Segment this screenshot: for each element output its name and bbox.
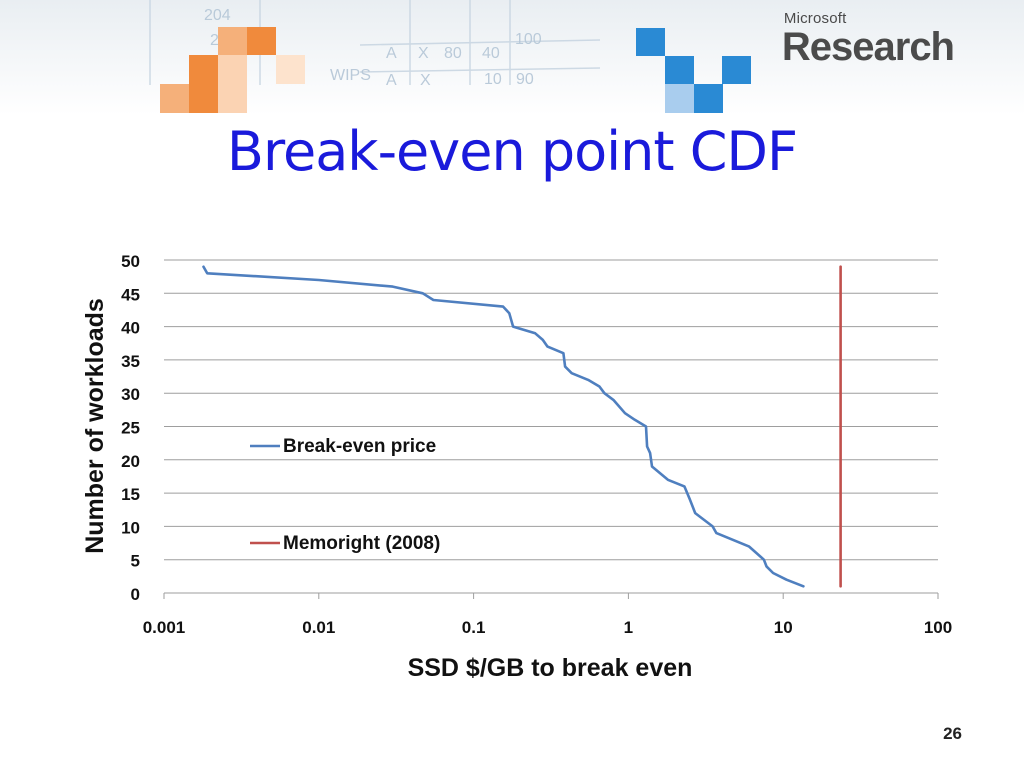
legend: Break-even price Memoright (2008) — [250, 436, 440, 554]
y-tick-label: 15 — [121, 485, 140, 504]
gridlines — [163, 259, 939, 599]
svg-text:10: 10 — [484, 71, 502, 88]
svg-text:80: 80 — [444, 45, 462, 62]
y-tick-label: 50 — [121, 252, 140, 271]
orange-squares — [160, 27, 305, 113]
blue-squares — [636, 28, 751, 113]
y-tick-label: 20 — [121, 452, 140, 471]
y-tick-label: 30 — [121, 385, 140, 404]
legend-label: Memoright (2008) — [283, 533, 440, 554]
x-tick-label: 0.001 — [143, 618, 186, 637]
x-tick-label: 1 — [624, 618, 633, 637]
y-axis-label: Number of workloads — [81, 298, 109, 554]
svg-text:WIPS: WIPS — [330, 67, 371, 84]
logo-division: Research — [781, 25, 955, 69]
series-line-break-even-price — [202, 265, 805, 588]
legend-label: Break-even price — [283, 436, 436, 457]
x-tick-label: 10 — [774, 618, 793, 637]
microsoft-research-logo: Microsoft Research — [781, 10, 955, 69]
svg-text:100: 100 — [515, 31, 542, 48]
x-tick-label: 100 — [924, 618, 952, 637]
svg-text:90: 90 — [516, 71, 534, 88]
y-tick-label: 45 — [121, 285, 140, 304]
y-tick-labels: 0 5 10 15 20 25 30 35 40 45 50 — [121, 252, 140, 604]
y-tick-label: 35 — [121, 352, 140, 371]
x-axis-label: SSD $/GB to break even — [408, 654, 693, 682]
x-tick-label: 0.01 — [302, 618, 335, 637]
svg-text:X: X — [418, 45, 429, 62]
slide-title: Break-even point CDF — [226, 120, 798, 183]
y-tick-label: 25 — [121, 419, 140, 438]
y-tick-label: 5 — [131, 552, 140, 571]
y-tick-label: 40 — [121, 319, 140, 338]
y-tick-label: 0 — [131, 585, 140, 604]
y-tick-label: 10 — [121, 518, 140, 537]
svg-text:A: A — [386, 45, 397, 62]
logo-company: Microsoft — [783, 10, 847, 27]
x-tick-labels: 0.001 0.01 0.1 1 10 100 — [143, 618, 952, 637]
svg-text:X: X — [420, 72, 431, 89]
svg-text:204: 204 — [204, 7, 231, 24]
page-number: 26 — [943, 724, 962, 743]
svg-text:A: A — [386, 72, 397, 89]
svg-text:40: 40 — [482, 45, 500, 62]
series-lines — [202, 265, 842, 588]
x-tick-label: 0.1 — [462, 618, 486, 637]
